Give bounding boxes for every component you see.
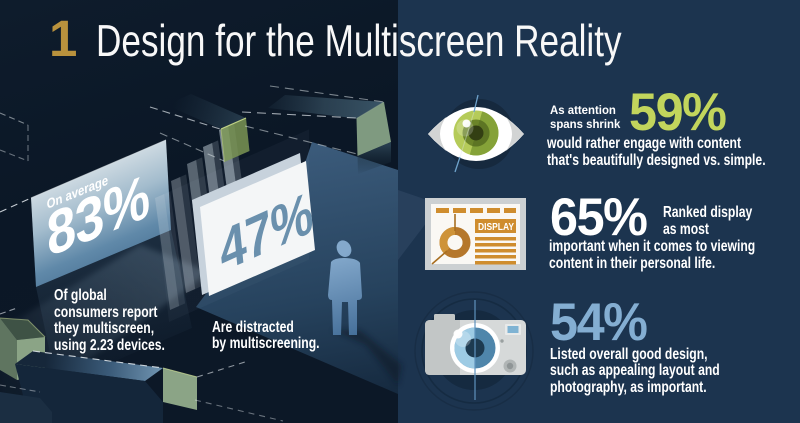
svg-text:DISPLAY: DISPLAY <box>478 222 514 233</box>
